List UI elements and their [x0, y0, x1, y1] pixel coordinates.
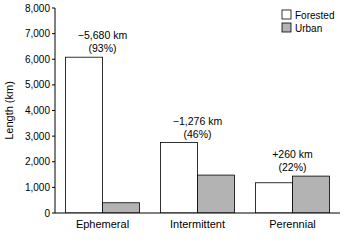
- annotation: −5,680 km: [78, 29, 128, 41]
- y-tick-label: 3,000: [25, 131, 50, 142]
- y-tick-label: 8,000: [25, 3, 50, 14]
- chart: 0 1,000 2,000 3,000 4,000 5,000 6,000 7,000 8,00…: [0, 0, 350, 243]
- legend-swatch: [282, 23, 291, 32]
- annotation: (93%): [88, 42, 116, 54]
- legend-label: Forested: [295, 10, 334, 21]
- bar: [161, 143, 198, 213]
- y-tick: [52, 187, 55, 188]
- y-tick: [52, 161, 55, 162]
- y-tick: [52, 110, 55, 111]
- annotation: (46%): [183, 128, 211, 140]
- y-tick: [52, 213, 55, 214]
- bar: [293, 176, 330, 213]
- bar: [103, 203, 140, 213]
- annotation: +260 km: [272, 148, 313, 160]
- y-tick-label: 4,000: [25, 105, 50, 116]
- y-tick: [52, 8, 55, 9]
- bar: [66, 57, 103, 213]
- legend: Forested Urban: [282, 10, 334, 34]
- y-tick-label: 2,000: [25, 156, 50, 167]
- y-tick-label: 0: [44, 208, 50, 219]
- y-tick: [52, 33, 55, 34]
- legend-label: Urban: [295, 23, 322, 34]
- x-axis-line: [55, 213, 340, 214]
- x-tick-label: Ephemeral: [76, 218, 129, 230]
- y-tick-label: 7,000: [25, 28, 50, 39]
- bar: [256, 183, 293, 213]
- bar: [198, 175, 235, 213]
- y-axis-label: Length (km): [3, 81, 15, 140]
- x-tick-label: Perennial: [269, 218, 315, 230]
- y-tick: [52, 136, 55, 137]
- y-tick-label: 5,000: [25, 79, 50, 90]
- y-tick-label: 1,000: [25, 182, 50, 193]
- legend-swatch: [282, 10, 291, 19]
- x-tick-label: Intermittent: [170, 218, 225, 230]
- annotation: (22%): [278, 161, 306, 173]
- annotation: −1,276 km: [173, 115, 223, 127]
- y-tick-label: 6,000: [25, 54, 50, 65]
- chart-container: 0 1,000 2,000 3,000 4,000 5,000 6,000 7,000 8,00…: [0, 0, 350, 243]
- y-tick: [52, 84, 55, 85]
- y-tick: [52, 59, 55, 60]
- bars: [66, 57, 330, 213]
